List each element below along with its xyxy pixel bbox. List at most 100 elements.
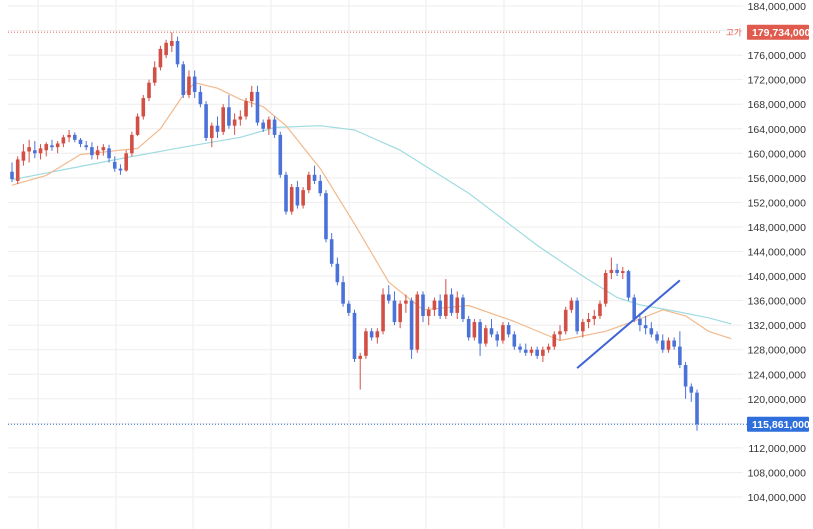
- candle-up: [124, 150, 128, 172]
- candle-down: [638, 312, 642, 332]
- candle-body: [643, 325, 648, 329]
- candle-up: [375, 328, 380, 344]
- candle-body: [312, 174, 317, 181]
- candle-body: [101, 147, 106, 151]
- candle-body: [90, 147, 94, 156]
- candle-body: [284, 174, 288, 212]
- candle-up: [426, 306, 431, 326]
- candle-body: [38, 148, 43, 154]
- candle-body: [15, 159, 20, 181]
- candle-up: [61, 134, 66, 148]
- y-tick-label: 120,000,000: [748, 394, 807, 406]
- candle-body: [221, 107, 226, 132]
- candle-body: [695, 392, 699, 425]
- candle-down: [660, 334, 665, 353]
- candle-up: [27, 139, 31, 163]
- candle-body: [563, 309, 568, 332]
- candle-down: [84, 141, 89, 151]
- candle-up: [455, 291, 460, 320]
- candle-up: [21, 144, 26, 166]
- candle-up: [609, 257, 614, 280]
- candle-up: [444, 279, 448, 320]
- candle-up: [221, 104, 226, 135]
- y-tick-label: 132,000,000: [748, 320, 807, 332]
- candle-up: [483, 325, 488, 347]
- candle-down: [695, 389, 699, 431]
- trend-line: [576, 279, 681, 369]
- candle-down: [461, 294, 465, 323]
- candle-body: [67, 134, 71, 138]
- candle-up: [598, 300, 602, 320]
- candle-body: [581, 322, 585, 332]
- candle-body: [198, 91, 203, 105]
- current-price-value: 115,861,000: [752, 419, 810, 431]
- candle-body: [187, 76, 191, 95]
- y-tick-label: 140,000,000: [748, 271, 807, 283]
- candle-up: [592, 309, 597, 326]
- y-tick-label: 176,000,000: [748, 50, 807, 62]
- candle-body: [432, 300, 437, 310]
- candle-down: [386, 285, 391, 304]
- candle-down: [318, 174, 323, 197]
- candle-body: [295, 187, 300, 206]
- candle-up: [244, 98, 248, 120]
- candle-down: [272, 116, 277, 138]
- candle-body: [466, 319, 471, 338]
- candle-body: [506, 325, 511, 335]
- candle-up: [67, 129, 71, 143]
- candle-body: [615, 269, 619, 273]
- candle-up: [101, 144, 106, 156]
- candle-down: [346, 300, 351, 316]
- candle-up: [164, 39, 168, 59]
- candle-body: [518, 346, 522, 350]
- candle-body: [118, 168, 123, 171]
- candle-down: [284, 171, 288, 215]
- candle-up: [558, 325, 562, 341]
- y-tick-label: 104,000,000: [748, 492, 807, 504]
- candle-up: [541, 346, 545, 362]
- candle-up: [415, 291, 420, 353]
- candle-up: [135, 113, 140, 137]
- candle-down: [324, 190, 328, 243]
- candle-body: [204, 104, 208, 138]
- y-tick-label: 128,000,000: [748, 345, 807, 357]
- candle-down: [512, 331, 517, 350]
- candle-up: [95, 145, 100, 160]
- candle-body: [55, 143, 60, 148]
- candle-body: [267, 119, 271, 129]
- candle-down: [535, 346, 539, 359]
- candle-up: [15, 156, 20, 184]
- candle-down: [118, 164, 123, 175]
- candle-body: [575, 300, 579, 332]
- candle-down: [352, 309, 357, 362]
- candle-down: [632, 294, 637, 323]
- candle-body: [164, 42, 168, 56]
- candle-down: [112, 156, 117, 172]
- candle-down: [329, 233, 334, 267]
- candle-up: [501, 322, 505, 344]
- candle-body: [278, 134, 283, 175]
- candle-up: [603, 269, 608, 307]
- candle-up: [289, 183, 294, 215]
- candle-body: [569, 300, 574, 310]
- candle-down: [506, 322, 511, 338]
- candle-down: [175, 36, 180, 68]
- candle-up: [358, 352, 363, 390]
- candle-down: [575, 297, 579, 335]
- candle-body: [529, 349, 534, 353]
- candle-up: [586, 312, 591, 329]
- candle-body: [301, 190, 305, 206]
- candle-up: [569, 297, 574, 313]
- candle-body: [632, 297, 637, 320]
- candle-body: [346, 303, 351, 313]
- moving-averages: [11, 82, 732, 342]
- candle-down: [215, 116, 220, 138]
- candle-body: [598, 303, 602, 316]
- candle-body: [421, 294, 425, 316]
- trendline-layer: [576, 279, 681, 369]
- candle-body: [147, 82, 151, 99]
- candle-down: [107, 144, 111, 163]
- candle-body: [329, 239, 334, 264]
